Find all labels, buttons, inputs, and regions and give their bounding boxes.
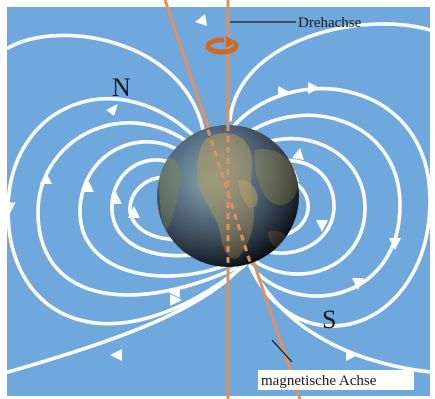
arrow-14: [352, 278, 364, 290]
field-line-left-3: [78, 140, 232, 278]
arrow-15: [316, 220, 328, 232]
field-line-left-4: [110, 158, 217, 258]
field-line-right-3: [244, 136, 367, 276]
magnetic-axis-label-bg: [258, 370, 414, 390]
field-line-right-4: [256, 158, 336, 255]
arrow-6: [110, 349, 122, 361]
field-line-top-left-outer: [6, 33, 206, 137]
label-rotation-axis: Drehachse: [298, 15, 362, 31]
rotation-arrow-icon: [205, 36, 239, 55]
arrow-2: [40, 172, 52, 184]
field-line-right-1: [230, 86, 432, 328]
arrow-3: [82, 180, 94, 192]
label-magnetic-axis: magnetische Achse: [261, 373, 377, 389]
arrow-1: [106, 104, 118, 116]
field-line-left-2: [36, 121, 238, 297]
field-line-bottom-left-outer: [6, 266, 242, 374]
arrow-11: [292, 148, 304, 160]
field-line-top-right-outer: [228, 22, 432, 122]
field-line-bottom-right-outer: [250, 266, 432, 374]
arrow-5: [128, 206, 140, 218]
arrow-17: [195, 14, 207, 26]
arrow-16: [346, 349, 358, 361]
arrow-8: [170, 294, 182, 306]
field-lines: [0, 22, 432, 374]
field-line-left-5: [128, 175, 197, 242]
field-line-right-2: [236, 113, 402, 298]
arrow-4: [110, 192, 122, 204]
arrow-7: [168, 286, 180, 298]
arrow-10: [278, 86, 290, 98]
magnetic-axis-leader: [271, 339, 293, 363]
label-south-pole: S: [322, 305, 336, 334]
arrow-9: [308, 82, 320, 94]
field-arrows: [40, 14, 401, 361]
magnetic-axis-dashed: [206, 129, 252, 263]
arrow-13: [389, 238, 401, 250]
label-north-pole: N: [112, 73, 131, 102]
field-line-left-1: [0, 97, 247, 326]
